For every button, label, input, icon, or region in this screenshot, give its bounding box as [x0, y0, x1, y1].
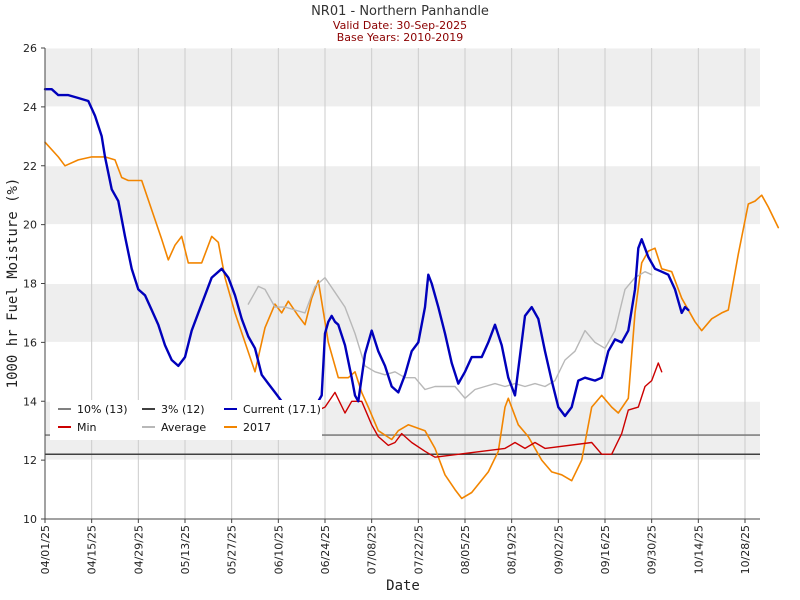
x-tick-label-0: 04/01/25: [39, 525, 52, 574]
x-tick-label-14: 10/14/25: [692, 525, 705, 574]
y-tick-label-0: 10: [23, 513, 37, 526]
y-axis-label: 1000 hr Fuel Moisture (%): [5, 178, 21, 389]
y-tick-label-6: 22: [23, 160, 37, 173]
y-band-1: [45, 283, 760, 343]
y-tick-label-1: 12: [23, 454, 37, 467]
series-line-0: [44, 141, 780, 500]
x-tick-label-8: 07/22/25: [412, 525, 425, 574]
chart-subtitle-valid-date: Valid Date: 30-Sep-2025: [333, 19, 467, 32]
y-band-3: [45, 48, 760, 107]
x-tick-label-2: 04/29/25: [132, 525, 145, 574]
series-line-3: [43, 88, 690, 418]
legend-label-4: Average: [161, 421, 206, 434]
x-tick-label-9: 08/05/25: [459, 525, 472, 574]
y-tick-label-7: 24: [23, 101, 37, 114]
x-tick-label-13: 09/30/25: [646, 525, 659, 574]
legend-label-2: Current (17.1): [243, 403, 321, 416]
chart-subtitle-base-years: Base Years: 2010-2019: [337, 31, 463, 44]
legend-label-1: 3% (12): [161, 403, 205, 416]
x-tick-label-11: 09/02/25: [552, 525, 565, 574]
legend-label-0: 10% (13): [77, 403, 128, 416]
y-tick-label-4: 18: [23, 278, 37, 291]
y-tick-label-3: 16: [23, 336, 37, 349]
legend: 10% (13) 3% (12) Current (17.1) Min Average 2…: [50, 400, 322, 440]
series-line-2: [247, 362, 663, 458]
axes: 10 12 14 16 18 20 22 24 26 04/01/25 04/15/25 04/29/…: [23, 42, 760, 574]
x-tick-label-6: 06/24/25: [319, 525, 332, 574]
y-tick-label-5: 20: [23, 219, 37, 232]
y-tick-label-2: 14: [23, 395, 37, 408]
series-lines: [43, 88, 780, 500]
legend-label-5: 2017: [243, 421, 271, 434]
x-tick-label-7: 07/08/25: [366, 525, 379, 574]
x-tick-label-5: 06/10/25: [272, 525, 285, 574]
x-axis-label: Date: [386, 578, 420, 594]
x-tick-label-1: 04/15/25: [86, 525, 99, 574]
series-line-1: [247, 271, 653, 399]
x-tick-label-4: 05/27/25: [226, 525, 239, 574]
chart-title: NR01 - Northern Panhandle: [311, 4, 489, 19]
x-tick-label-3: 05/13/25: [179, 525, 192, 574]
y-band-2: [45, 165, 760, 225]
legend-label-3: Min: [77, 421, 97, 434]
x-tick-label-15: 10/28/25: [739, 525, 752, 574]
x-tick-label-12: 09/16/25: [599, 525, 612, 574]
y-tick-label-8: 26: [23, 42, 37, 55]
x-tick-label-10: 08/19/25: [506, 525, 519, 574]
legend-box: [50, 400, 322, 440]
